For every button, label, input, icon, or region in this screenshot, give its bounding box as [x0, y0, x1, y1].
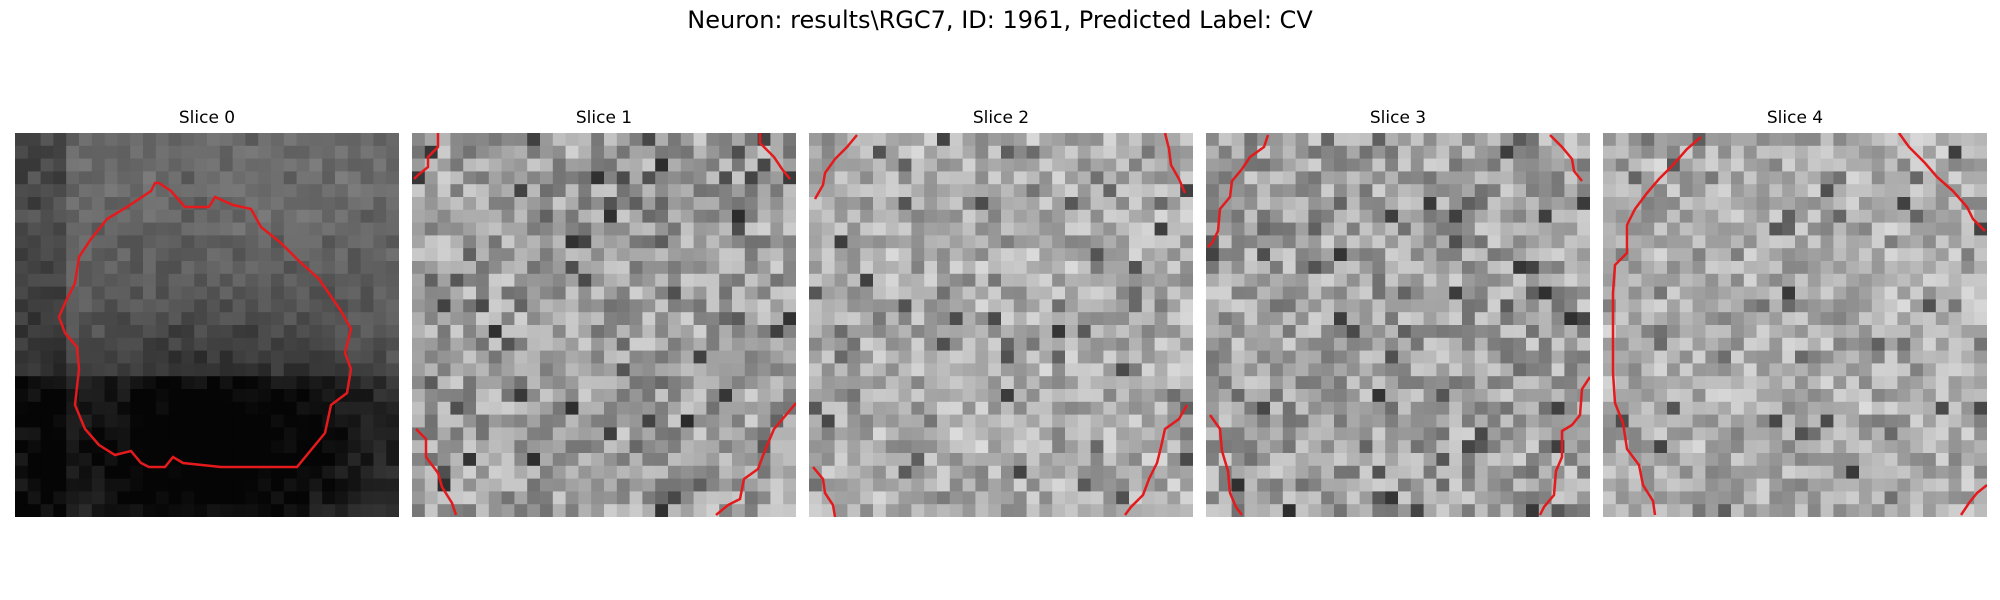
contour-slice-4-top-right [1897, 133, 1986, 232]
image-slice-2 [809, 133, 1193, 517]
panel-slice-1 [412, 133, 796, 517]
contour-slice-4-left-arc [1611, 136, 1702, 516]
pixel-grid-slice-3 [1206, 133, 1590, 517]
contour-slice-2-bottom-left [812, 466, 837, 517]
contour-slice-0 [57, 181, 353, 469]
pixel-grid-slice-1 [412, 133, 796, 517]
panel-title-slice-3: Slice 3 [1369, 108, 1427, 128]
contour-slice-3-top-left [1207, 134, 1270, 248]
figure-title: Neuron: results\RGC7, ID: 1961, Predicte… [687, 6, 1313, 34]
contour-slice-1-top-left [413, 133, 440, 180]
contour-slice-1-bottom-left [415, 428, 458, 516]
contour-slice-3-bottom-left [1208, 414, 1243, 516]
panel-slice-3 [1206, 133, 1590, 517]
image-slice-0 [15, 133, 399, 517]
image-slice-1 [412, 133, 796, 517]
contour-slice-1-top-right [758, 133, 791, 180]
contour-slice-3-bottom-right [1538, 376, 1590, 516]
panel-slice-0 [15, 133, 399, 517]
pixel-grid-slice-2 [809, 133, 1193, 517]
contour-slice-1-bottom-right [715, 402, 796, 516]
panel-slice-2 [809, 133, 1193, 517]
contour-slice-4-bottom-right [1959, 484, 1987, 516]
pixel-grid-slice-4 [1603, 133, 1987, 517]
contour-slice-2-top-right [1163, 133, 1187, 194]
panel-title-slice-4: Slice 4 [1766, 108, 1824, 128]
contour-slice-3-top-right [1549, 134, 1583, 182]
panel-title-slice-0: Slice 0 [178, 108, 236, 128]
image-slice-4 [1603, 133, 1987, 517]
panel-title-slice-1: Slice 1 [575, 108, 633, 128]
contour-slice-2-top-left [813, 134, 858, 200]
pixel-grid-slice-0 [15, 133, 399, 517]
image-slice-3 [1206, 133, 1590, 517]
contour-slice-2-bottom-right [1124, 404, 1189, 516]
panel-slice-4 [1603, 133, 1987, 517]
panel-title-slice-2: Slice 2 [972, 108, 1030, 128]
